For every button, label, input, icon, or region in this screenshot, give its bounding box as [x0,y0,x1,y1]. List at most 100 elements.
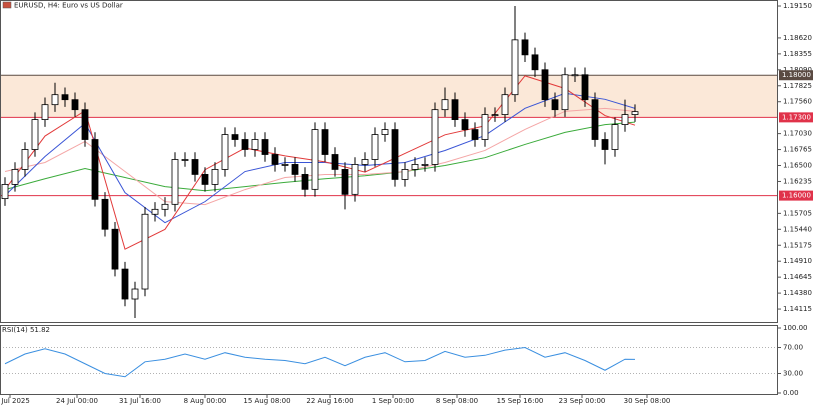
ma-line [4,75,636,250]
x-tick-label: 1 Sep 00:00 [372,397,414,405]
candle-body [401,169,409,180]
candle-body [121,268,129,300]
candle-body [381,129,389,135]
candle-body [591,99,599,140]
candle-body [551,99,559,111]
candle-body [181,159,189,161]
zone-layer [0,75,778,118]
ma-line [4,121,636,192]
candle-body [61,94,69,101]
level-label: 1.17300 [782,113,811,121]
y-tick-label: 1.14380 [783,289,812,297]
chart-title: EURUSD, H4: Euro vs US Dollar [14,2,123,10]
candle-body [601,139,609,150]
rsi-line [4,346,636,378]
candle-body [461,119,469,130]
x-tick-label: 8 Aug 00:00 [184,397,227,405]
candle-body [441,99,449,111]
candle-body [171,159,179,205]
candle-body [531,54,539,71]
symbol-icon [2,1,12,9]
y-tick-label: 1.16500 [783,162,812,170]
x-tick-label: 22 Aug 16:00 [306,397,353,405]
candle-body [41,104,49,120]
candle-body [391,129,399,180]
candle-body [511,39,519,96]
candle-body [251,139,259,150]
y-tick-label: 1.18620 [783,34,812,42]
x-tick-label: 8 Sep 08:00 [436,397,478,405]
candle-body [131,288,139,300]
candle-body [571,74,579,77]
level-label: 1.16000 [782,192,811,200]
y-tick-label: 1.16765 [783,146,812,154]
zone [0,75,778,118]
candle-body [501,94,509,115]
candle-body [451,99,459,120]
candle-body [21,149,29,170]
candle-body [321,129,329,155]
y-tick-label: 1.14645 [783,273,812,281]
candle-body [581,74,589,101]
candle-body [221,134,229,170]
candle-body [341,169,349,195]
level-label-box [779,190,813,201]
candle-body [91,139,99,200]
y-tick-label: 1.14115 [783,305,812,313]
candle-body [491,114,499,116]
x-tick-label: 30 Sep 08:00 [624,397,671,405]
y-tick-label: 1.18090 [783,66,812,74]
y-tick-label: 1.14910 [783,257,812,265]
ma-line [4,92,636,224]
candle-body [431,109,439,165]
rsi-tick-label: 70.00 [783,344,803,352]
candle-body [71,99,79,111]
candle-body [11,169,19,185]
candle-body [241,139,249,150]
candle-body [51,94,59,106]
candle-body [541,69,549,101]
x-tick-label: 17 Jul 2025 [0,397,30,405]
candle-body [521,39,529,56]
candle-body [631,111,639,115]
x-tick-label: 15 Sep 16:00 [497,397,544,405]
candle-body [621,114,629,125]
level-label: 1.18000 [782,71,811,79]
candle-body [311,129,319,190]
candle-body [211,169,219,185]
candle-body [271,154,279,165]
x-tick-label: 31 Jul 16:00 [119,397,161,405]
candle-body [421,164,429,166]
candle-body [191,159,199,175]
x-tick-label: 24 Jul 00:00 [56,397,98,405]
candle-body [81,109,89,140]
rsi-tick-label: 30.00 [783,370,803,378]
candle-body [201,174,209,185]
y-tick-label: 1.15175 [783,241,812,249]
rsi-frame [0,325,778,395]
candle-body [561,74,569,111]
y-tick-label: 1.19150 [783,2,812,10]
level-label-box [779,70,813,81]
candle-body [1,184,9,200]
candle-body [151,208,159,215]
rsi-tick-label: 0.00 [783,389,799,397]
candle-body [161,203,169,210]
candle-body [301,174,309,190]
y-tick-label: 1.15440 [783,225,812,233]
candle-body [261,139,269,155]
y-tick-label: 1.16235 [783,177,812,185]
y-tick-label: 1.18355 [783,50,812,58]
candle-body [291,164,299,175]
line-layer [4,75,636,250]
candle-body [351,164,359,195]
main-frame [0,0,778,323]
ma-line [4,107,636,206]
y-tick-label: 1.15705 [783,209,812,217]
rsi-tick-label: 100.00 [783,324,808,332]
candle-body [371,134,379,160]
candle-body [231,134,239,140]
